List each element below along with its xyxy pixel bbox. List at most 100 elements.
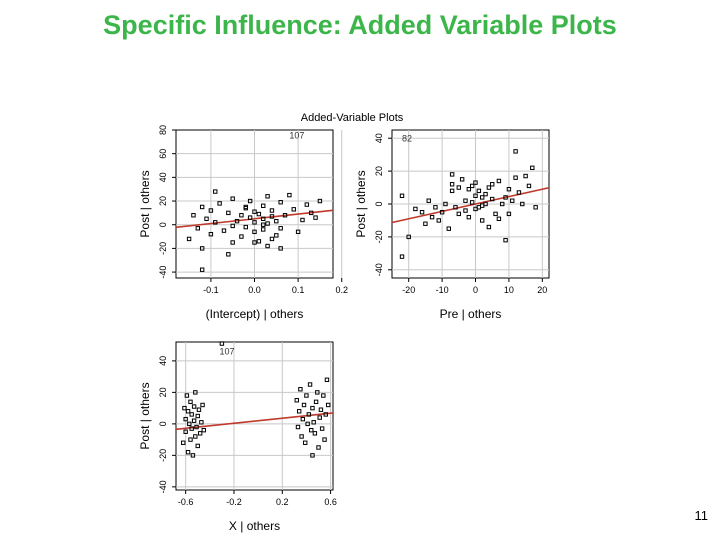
data-point	[310, 405, 315, 411]
data-point	[466, 214, 472, 220]
data-point	[296, 409, 302, 414]
data-point	[486, 185, 492, 190]
data-point	[307, 382, 313, 387]
y-tick-label: 0	[158, 222, 168, 227]
data-point	[325, 402, 331, 408]
data-point	[278, 200, 283, 205]
y-axis-label: Post | others	[138, 170, 152, 237]
x-tick-label: 0.2	[335, 285, 348, 295]
data-point	[304, 202, 310, 207]
data-point	[319, 426, 325, 431]
data-point	[191, 213, 196, 218]
data-point	[303, 440, 308, 445]
data-point	[419, 210, 425, 215]
data-point	[252, 220, 257, 225]
data-point	[456, 211, 462, 217]
data-point	[193, 390, 198, 395]
data-point	[184, 393, 190, 398]
y-tick-label: 20	[158, 196, 168, 206]
data-point	[213, 189, 218, 194]
data-point	[313, 215, 318, 220]
data-point	[453, 205, 458, 210]
data-point	[208, 208, 214, 213]
y-tick-label: 80	[158, 125, 168, 135]
data-point	[423, 221, 428, 226]
data-point	[306, 412, 312, 417]
data-point	[406, 234, 411, 240]
fit-line	[175, 209, 334, 229]
fit-line	[391, 186, 550, 224]
panel-intercept: -0.1 0.0 0.1 0.2 -40 -20 0 20 40 60 80 (Intercept) …	[138, 125, 348, 321]
data-point	[520, 201, 525, 207]
data-point	[190, 453, 196, 458]
data-point	[294, 398, 299, 403]
data-point	[315, 390, 320, 395]
data-point	[436, 218, 441, 223]
data-point	[533, 205, 538, 210]
data-point	[269, 208, 275, 213]
data-point	[500, 201, 505, 207]
data-point	[305, 421, 310, 427]
data-point	[318, 407, 324, 412]
data-point	[479, 203, 485, 208]
data-point	[449, 172, 455, 177]
data-point	[197, 431, 203, 436]
data-point	[183, 429, 188, 434]
x-axis-label: Pre | others	[440, 307, 502, 321]
y-tick-label: 40	[158, 356, 168, 366]
data-point	[299, 434, 304, 439]
data-point	[186, 236, 192, 242]
y-tick-label: 40	[158, 172, 168, 182]
y-tick-label: 60	[158, 149, 168, 159]
data-point	[219, 341, 225, 346]
x-axis-label: X | others	[229, 519, 280, 533]
x-tick-label: 0.1	[292, 285, 305, 295]
data-point	[256, 239, 262, 244]
data-point	[247, 215, 253, 220]
data-point	[496, 178, 502, 184]
x-tick-label: 0.6	[324, 497, 337, 507]
y-axis-label: Post | others	[354, 170, 368, 237]
data-point	[191, 404, 197, 409]
data-point	[304, 393, 309, 398]
data-point	[493, 211, 498, 217]
data-point	[278, 226, 283, 231]
data-point	[234, 218, 240, 224]
data-point	[317, 415, 322, 420]
data-point	[261, 216, 266, 222]
x-tick-label: -0.2	[226, 497, 242, 507]
data-point	[473, 193, 478, 198]
y-tick-label: -40	[158, 480, 168, 493]
data-point	[189, 412, 194, 417]
x-tick-label: -0.6	[178, 497, 194, 507]
panel-x: -0.6 -0.2 0.2 0.6 -40 -20 0 20 40 X | others Post …	[138, 341, 337, 533]
data-point	[510, 198, 515, 203]
data-point	[213, 220, 218, 225]
data-point	[496, 216, 502, 222]
data-point	[426, 198, 431, 203]
data-point	[308, 210, 314, 216]
data-point	[230, 223, 235, 229]
data-point	[309, 427, 314, 433]
data-point	[265, 243, 270, 249]
data-point	[252, 209, 257, 214]
y-tick-label: -40	[158, 266, 168, 279]
data-point	[252, 229, 257, 235]
data-point	[239, 213, 244, 218]
data-point	[200, 402, 205, 408]
x-tick-label: -20	[402, 285, 415, 295]
data-point	[295, 424, 301, 430]
data-point	[187, 421, 192, 427]
data-point	[506, 211, 512, 217]
data-point	[199, 246, 205, 251]
data-point	[195, 226, 201, 231]
data-point	[321, 393, 326, 398]
data-point	[490, 196, 495, 202]
data-point	[300, 416, 306, 422]
data-point	[243, 204, 248, 210]
data-point	[301, 402, 307, 408]
x-tick-label: 0.0	[248, 285, 261, 295]
data-point	[298, 387, 303, 392]
data-point	[182, 405, 187, 411]
y-tick-label: 40	[374, 133, 384, 143]
